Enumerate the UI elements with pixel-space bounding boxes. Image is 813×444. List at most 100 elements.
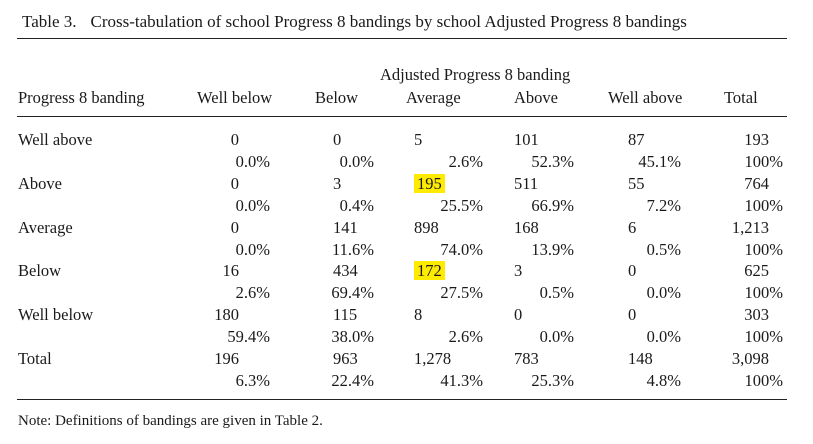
- percent-cell-below: 0.0%: [339, 152, 374, 171]
- percent-cell-above: 0.0%: [539, 327, 574, 347]
- count-cell-well-below: 196: [119, 349, 239, 369]
- percent-cell-above: 52.3%: [531, 152, 574, 171]
- count-cell-above: 511: [514, 174, 538, 194]
- count-cell-above: 168: [514, 218, 539, 238]
- percent-cell-well-below: 2.6%: [235, 283, 270, 303]
- count-value: 3: [333, 173, 342, 193]
- count-value: 783: [514, 349, 539, 368]
- percent-cell-average: 27.5%: [440, 283, 483, 303]
- highlighted-count: 172: [414, 261, 445, 281]
- count-cell-below: 141: [333, 218, 358, 238]
- percent-cell-above: 25.3%: [531, 371, 574, 390]
- col-header-above: Above: [514, 88, 558, 107]
- count-cell-below: 0: [333, 130, 341, 150]
- count-value: 87: [628, 130, 645, 149]
- count-value: 0: [628, 305, 637, 325]
- percent-cell-above: 13.9%: [531, 239, 574, 259]
- percent-cell-well-below: 0.0%: [235, 152, 270, 171]
- row-label: Well above: [18, 130, 93, 149]
- count-value: 963: [333, 349, 358, 368]
- count-value: 511: [514, 173, 539, 193]
- table-note: Note: Definitions of bandings are given …: [18, 413, 323, 429]
- bottom-rule: [17, 399, 787, 400]
- count-value: 898: [414, 217, 439, 237]
- count-value: 180: [214, 305, 239, 325]
- col-header-average: Average: [406, 88, 461, 107]
- percent-cell-well-above: 7.2%: [646, 195, 681, 215]
- count-cell-above: 101: [514, 130, 539, 150]
- count-value: 0: [230, 173, 239, 193]
- percent-cell-average: 2.6%: [448, 327, 483, 347]
- count-value: 55: [628, 173, 645, 193]
- percent-cell-well-above: 4.8%: [646, 371, 681, 390]
- stub-header: Progress 8 banding: [18, 88, 145, 107]
- percent-cell-average: 41.3%: [440, 371, 483, 390]
- percent-cell-below: 69.4%: [331, 283, 374, 303]
- count-value: 115: [333, 305, 358, 325]
- count-cell-well-below: 0: [119, 218, 239, 238]
- count-cell-well-above: 87: [628, 130, 645, 150]
- percent-cell-average: 25.5%: [440, 195, 483, 215]
- percent-cell-average: 74.0%: [440, 239, 483, 259]
- count-cell-well-above: 6: [628, 218, 636, 238]
- count-value: 196: [214, 349, 239, 368]
- count-value: 434: [333, 261, 358, 281]
- spanner-header: Adjusted Progress 8 banding: [380, 65, 571, 84]
- count-cell-above: 783: [514, 349, 539, 369]
- count-value: 0: [230, 130, 239, 149]
- count-value: 303: [744, 305, 769, 325]
- table-caption: Table 3. Cross-tabulation of school Progr…: [22, 12, 687, 32]
- count-cell-below: 115: [333, 305, 357, 325]
- count-value: 0: [628, 261, 637, 281]
- count-cell-well-below: 0: [119, 130, 239, 150]
- count-cell-average: 1,278: [414, 349, 451, 369]
- count-value: 168: [514, 217, 539, 237]
- percent-cell-total: 100%: [744, 371, 784, 390]
- col-header-well-below: Well below: [197, 88, 273, 107]
- count-cell-total: 625: [649, 261, 769, 281]
- count-cell-below: 434: [333, 261, 358, 281]
- count-cell-total: 193: [649, 130, 769, 150]
- col-header-well-above: Well above: [608, 88, 683, 107]
- count-cell-well-above: 0: [628, 305, 636, 325]
- percent-cell-total: 100%: [744, 195, 784, 215]
- count-value: 0: [514, 305, 523, 325]
- count-value: 3,098: [731, 349, 769, 368]
- count-value: 1,278: [414, 349, 452, 368]
- count-cell-well-below: 0: [119, 174, 239, 194]
- count-value: 101: [514, 130, 539, 149]
- percent-cell-well-above: 0.0%: [646, 283, 681, 303]
- count-cell-average: 898: [414, 218, 439, 238]
- count-value: 764: [744, 173, 769, 193]
- percent-cell-well-above: 45.1%: [638, 152, 681, 171]
- count-value: 193: [744, 130, 769, 149]
- percent-cell-average: 2.6%: [448, 152, 483, 171]
- count-cell-average: 5: [414, 130, 422, 150]
- count-cell-well-above: 55: [628, 174, 645, 194]
- percent-cell-well-below: 0.0%: [235, 195, 270, 215]
- count-cell-above: 3: [514, 261, 522, 281]
- percent-cell-total: 100%: [744, 239, 784, 259]
- percent-cell-well-below: 0.0%: [235, 239, 270, 259]
- count-value: 6: [628, 217, 637, 237]
- percent-cell-total: 100%: [744, 152, 784, 171]
- percent-cell-well-below: 6.3%: [235, 371, 270, 390]
- percent-cell-below: 22.4%: [331, 371, 374, 390]
- count-cell-well-above: 0: [628, 261, 636, 281]
- count-value: 5: [414, 130, 423, 149]
- percent-cell-total: 100%: [744, 327, 784, 347]
- percent-cell-below: 0.4%: [339, 195, 374, 215]
- count-cell-below: 3: [333, 174, 341, 194]
- top-rule: [17, 38, 787, 39]
- count-value: 1,213: [731, 217, 769, 237]
- percent-cell-above: 66.9%: [531, 195, 574, 215]
- percent-cell-below: 11.6%: [331, 239, 374, 259]
- count-value: 0: [230, 217, 239, 237]
- count-value: 0: [333, 130, 342, 149]
- count-cell-well-above: 148: [628, 349, 653, 369]
- count-value: 16: [222, 261, 240, 281]
- row-label: Below: [18, 261, 62, 281]
- highlighted-count: 195: [414, 173, 445, 193]
- row-label: Well below: [18, 305, 94, 325]
- count-value: 8: [414, 305, 423, 325]
